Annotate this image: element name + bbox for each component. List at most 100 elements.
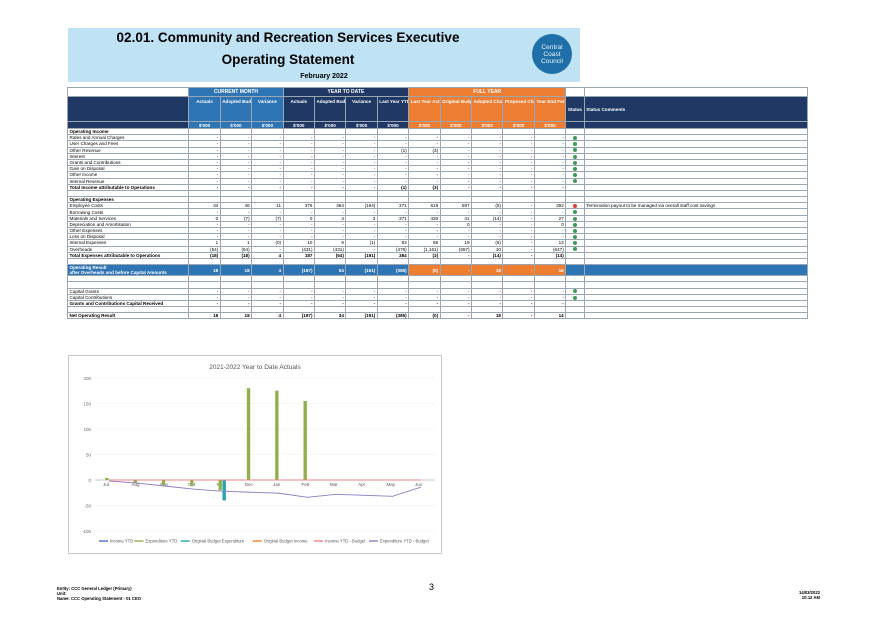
bar (303, 400, 307, 480)
ytd-actuals-chart: 2021-2022 Year to Date Actuals 200 150 100 5… (68, 355, 442, 554)
value-cell: (187) (282, 312, 315, 320)
table-row: Other Revenue - - - - - - (1) (3) - - - - (66, 146, 809, 154)
column-header: Actuals (282, 96, 315, 122)
status-green-icon (572, 241, 577, 246)
status-green-icon (572, 160, 577, 165)
status-green-icon (572, 210, 577, 215)
footer-left: Entity: CCC General Ledger (Primary) Uni… (57, 586, 141, 601)
value-cell: 18 (533, 264, 567, 277)
status-green-icon (572, 167, 577, 171)
status-cell (565, 312, 585, 320)
column-header: Original Budget (439, 96, 473, 122)
value-cell: 18 (188, 312, 221, 320)
band-ytd: YEAR TO DATE (282, 87, 410, 97)
y-tick-label: 200 (83, 376, 91, 381)
status-green-icon (572, 136, 577, 140)
x-tick-label: Jan (273, 482, 281, 487)
legend-label: Expenditure YTD - Budget (380, 539, 430, 544)
value-cell: - (439, 312, 473, 320)
bar (222, 480, 226, 501)
x-tick-label: Feb (302, 482, 310, 487)
bar (105, 477, 109, 480)
council-logo: Central Coast Council (532, 34, 572, 74)
band-spacer (583, 87, 809, 97)
value-cell: (0) (408, 312, 441, 320)
status-cell (565, 264, 585, 277)
comments-header: Status Comments (583, 96, 809, 122)
column-unit: $'000 (251, 121, 284, 129)
status-green-icon (572, 173, 577, 177)
column-header: Variance (345, 96, 378, 122)
table-row: Total Expenses attributable to Operation… (66, 251, 809, 259)
value-cell (376, 257, 410, 266)
row-label: Operating Result after Overheads and befo… (66, 264, 190, 277)
legend-label: Income YTD (110, 539, 133, 544)
y-tick-label: -50 (84, 504, 91, 509)
table-row: Net Operating Result 18 18 4 (187) 34 (191) (38… (66, 312, 809, 320)
table-row (66, 281, 809, 289)
status-green-icon (572, 179, 577, 184)
operating-statement-table: CURRENT MONTH YEAR TO DATE FULL YEAR Actual… (66, 87, 809, 320)
status-header: Status (565, 96, 585, 122)
status-comment (583, 257, 809, 266)
value-cell: 18 (219, 264, 253, 277)
status-green-icon (572, 289, 577, 294)
value-cell: (191) (345, 312, 378, 320)
y-tick-label: 100 (83, 427, 91, 432)
legend-label: Original Budget Expenditure (192, 539, 245, 544)
x-tick-label: May (387, 482, 396, 487)
logo-line: Central (541, 43, 563, 51)
status-green-icon (572, 222, 577, 227)
status-green-icon (572, 142, 577, 147)
bar (246, 388, 251, 480)
bar (218, 480, 222, 491)
x-tick-label: Dec (245, 482, 254, 487)
column-header: Last Year Actual (408, 96, 441, 122)
value-cell: 34 (313, 312, 347, 320)
column-unit: $'000 (219, 121, 253, 129)
band-current-month: CURRENT MONTH (188, 87, 284, 97)
report-header: 02.01. Community and Recreation Services… (68, 28, 580, 82)
table-row (66, 257, 809, 266)
chart-title: 2021-2022 Year to Date Actuals (209, 364, 301, 371)
logo-line: Council (541, 57, 563, 65)
value-cell: (385) (376, 264, 410, 277)
column-unit: $'000 (313, 121, 347, 129)
status-cell (565, 257, 585, 266)
value-cell: (191) (345, 264, 378, 277)
status-green-icon (572, 247, 577, 252)
y-tick-label: 150 (83, 402, 91, 407)
column-unit: $'000 (471, 121, 504, 129)
column-unit: $'000 (282, 121, 315, 129)
column-header: Year End Forecast (533, 96, 567, 122)
value-cell (408, 257, 441, 266)
table-row: Other Expenses - - - - - - - - - - - - (66, 226, 809, 235)
value-cell: 18 (471, 264, 504, 277)
value-cell (471, 257, 504, 266)
report-title: 02.01. Community and Recreation Services… (116, 30, 460, 45)
value-cell (439, 257, 473, 266)
table-row: Loss on Disposal - - - - - - - - - - - - (66, 233, 809, 241)
row-label-line: after Overheads and before Capital Amoun… (69, 270, 167, 276)
column-header: Variance (251, 96, 284, 122)
value-cell: 18 (219, 312, 253, 320)
value-cell (251, 257, 284, 266)
page-number: 3 (429, 582, 435, 592)
footer-unit: Unit: (57, 591, 67, 596)
table-row: Capital Grants - - - - - - - - - - - - (66, 287, 809, 295)
status-comment (583, 312, 809, 320)
column-unit: $'000 (502, 121, 535, 129)
footer-entity: Entity: CCC General Ledger (Primary) (57, 586, 132, 591)
value-cell: 4 (251, 264, 284, 277)
x-tick-label: Jul (103, 482, 109, 487)
column-unit: $'000 (188, 121, 221, 129)
value-cell: - (502, 264, 535, 277)
value-cell: 54 (313, 264, 347, 277)
bar (275, 390, 279, 480)
footer-time: 10:12 AM (801, 595, 820, 600)
legend-label: Expenditure YTD (146, 539, 178, 544)
band-full-year: FULL YEAR (408, 87, 567, 97)
column-header: Adopted Changes (471, 96, 504, 122)
column-header: Adopted Budget (313, 96, 347, 122)
status-green-icon (572, 216, 577, 221)
